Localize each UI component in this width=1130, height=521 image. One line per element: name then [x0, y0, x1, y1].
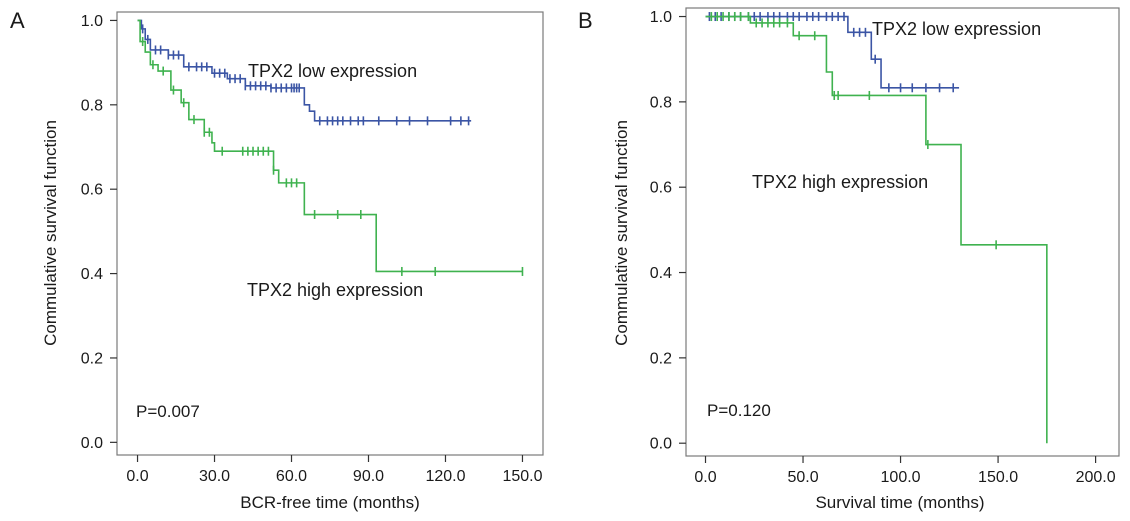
panel-a-letter: A [10, 8, 25, 33]
panel-a-x-axis: 0.0 30.0 60.0 90.0 120.0 150.0 [126, 455, 543, 485]
panel-b-high-expression-label: TPX2 high expression [752, 172, 928, 192]
panel-a-x-tick-label: 120.0 [425, 468, 465, 485]
panel-a: A 0.0 0.2 0.4 0.6 0.8 1.0 0.0 30.0 60.0 90.0 120.… [10, 8, 544, 512]
panel-a-x-tick-label: 90.0 [353, 468, 384, 485]
panel-b-low-expression-curve [705, 15, 960, 89]
panel-b: B 0.0 0.2 0.4 0.6 0.8 1.0 0.0 50.0 100.0 150.0 20… [578, 7, 1120, 512]
panel-b-x-axis-title: Survival time (months) [815, 493, 984, 512]
panel-b-y-tick-label: 1.0 [650, 9, 672, 26]
panel-a-x-axis-title: BCR-free time (months) [240, 493, 419, 512]
panel-a-y-axis-title: Commulative survival function [41, 120, 60, 346]
panel-a-low-expression-label: TPX2 low expression [248, 61, 417, 81]
panel-b-x-tick-label: 0.0 [694, 469, 716, 486]
panel-a-y-tick-label: 0.6 [81, 182, 103, 199]
panel-a-y-tick-label: 0.2 [81, 350, 103, 367]
panel-b-y-tick-label: 0.6 [650, 180, 672, 197]
panel-a-plot-frame [116, 11, 544, 456]
panel-b-x-tick-label: 100.0 [881, 469, 921, 486]
panel-b-plot-frame [685, 7, 1120, 457]
panel-b-x-tick-label: 200.0 [1076, 469, 1116, 486]
panel-b-y-axis-title: Commulative survival function [612, 120, 631, 346]
panel-b-low-expression-label: TPX2 low expression [872, 19, 1041, 39]
panel-a-y-tick-label: 0.0 [81, 435, 103, 452]
panel-a-high-expression-curve [137, 19, 523, 273]
panel-a-y-tick-label: 1.0 [81, 13, 103, 30]
panel-b-x-tick-label: 50.0 [787, 469, 818, 486]
panel-b-high-expression-curve [705, 15, 1048, 444]
panel-a-p-value: P=0.007 [136, 402, 200, 421]
panel-b-y-tick-label: 0.0 [650, 436, 672, 453]
panel-a-low-expression-curve [137, 19, 472, 122]
panel-b-series-layer [705, 12, 1048, 444]
panel-a-x-tick-label: 30.0 [199, 468, 230, 485]
panel-b-y-tick-label: 0.2 [650, 350, 672, 367]
panel-b-y-axis: 0.0 0.2 0.4 0.6 0.8 1.0 [650, 9, 686, 453]
panel-a-x-tick-label: 0.0 [126, 468, 148, 485]
panel-b-x-axis: 0.0 50.0 100.0 150.0 200.0 [694, 456, 1116, 486]
panel-b-x-tick-label: 150.0 [978, 469, 1018, 486]
panel-a-y-axis: 0.0 0.2 0.4 0.6 0.8 1.0 [81, 13, 117, 452]
panel-a-y-tick-label: 0.8 [81, 97, 103, 114]
panel-a-y-tick-label: 0.4 [81, 266, 103, 283]
panel-a-x-tick-label: 60.0 [276, 468, 307, 485]
panel-b-y-tick-label: 0.4 [650, 265, 672, 282]
panel-a-x-tick-label: 150.0 [502, 468, 542, 485]
panel-b-y-tick-label: 0.8 [650, 94, 672, 111]
panel-a-high-expression-label: TPX2 high expression [247, 280, 423, 300]
panel-a-series-layer [137, 19, 524, 276]
panel-b-p-value: P=0.120 [707, 401, 771, 420]
panel-b-letter: B [578, 8, 593, 33]
